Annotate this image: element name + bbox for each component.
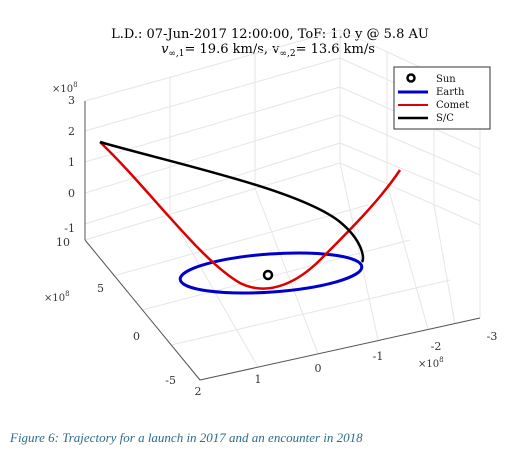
y-tick: 5 — [97, 282, 104, 295]
x-tick: 1 — [255, 373, 262, 386]
y-tick: -5 — [165, 374, 176, 387]
sun-marker — [262, 269, 274, 281]
title-suffix: = 13.6 km/s — [296, 42, 375, 57]
y-tick: 0 — [133, 330, 140, 343]
y-tick-labels: -5 0 5 10 — [56, 236, 176, 387]
z-tick-labels: -1 0 1 2 3 — [64, 94, 75, 235]
legend-label-sun: Sun — [436, 74, 456, 85]
chart-title-line1: L.D.: 07-Jun-2017 12:00:00, ToF: 1.0 y @… — [111, 27, 429, 42]
title-mid: = 19.6 km/s, v — [185, 42, 281, 57]
z-multiplier: ×108 — [52, 81, 78, 95]
x-tick: 0 — [315, 362, 322, 375]
axes — [84, 101, 481, 381]
title-v1: v — [161, 42, 169, 57]
legend-sun-marker — [406, 73, 416, 83]
z-tick: 2 — [68, 125, 75, 138]
x-tick: -3 — [487, 330, 498, 343]
z-tick: -1 — [64, 222, 75, 235]
y-multiplier: ×108 — [44, 290, 70, 304]
z-tick: 0 — [68, 187, 75, 200]
y-tick: 10 — [56, 236, 70, 249]
x-multiplier: ×108 — [418, 356, 444, 370]
x-tick: -1 — [373, 350, 384, 363]
figure-caption: Figure 6: Trajectory for a launch in 201… — [10, 430, 363, 445]
x-tick: 2 — [195, 385, 202, 398]
z-tick: 1 — [68, 156, 75, 169]
x-tick-labels: 2 1 0 -1 -2 -3 — [195, 330, 498, 398]
title-sub2: ∞,2 — [279, 49, 295, 59]
legend-label-sc: S/C — [436, 113, 454, 124]
series-sc-trajectory — [99, 140, 365, 263]
x-tick: -2 — [431, 340, 442, 353]
series-comet-trajectory — [99, 141, 402, 290]
legend: Sun Earth Comet S/C — [393, 66, 491, 130]
z-tick: 3 — [68, 94, 75, 107]
title-sub1: ∞,1 — [168, 49, 184, 59]
series-earth-orbit — [178, 251, 364, 295]
legend-label-earth: Earth — [436, 87, 465, 98]
legend-label-comet: Comet — [436, 100, 469, 111]
